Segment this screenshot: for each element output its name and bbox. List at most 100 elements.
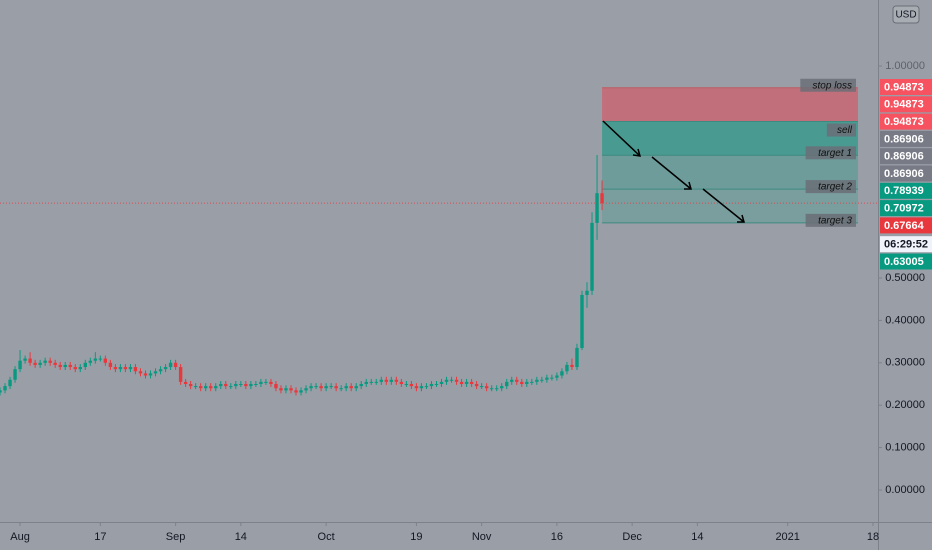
price-label: 0.67664: [884, 220, 925, 232]
candle-body: [234, 383, 238, 387]
price-label-box: [880, 79, 932, 95]
candle-body: [409, 383, 414, 387]
candle-body: [474, 383, 479, 387]
candle-body: [424, 386, 429, 388]
arrow: [702, 188, 745, 223]
candle-body: [384, 379, 389, 382]
candle-body: [439, 381, 444, 384]
candle-body: [540, 379, 544, 381]
currency-button[interactable]: [892, 5, 920, 24]
price-label: 0.78939: [884, 185, 924, 197]
arrow: [651, 156, 692, 190]
candle-body: [8, 379, 12, 387]
level-label: target 3: [818, 216, 852, 227]
x-tick-label: 2021: [775, 531, 799, 543]
candle-body: [595, 193, 599, 223]
candle-body: [334, 386, 338, 389]
level-label-box: [826, 123, 856, 137]
candle-body: [264, 381, 268, 383]
candle-body: [374, 381, 378, 383]
candle-body: [143, 373, 148, 376]
candle-body: [434, 383, 439, 385]
y-tick-label: 0.40000: [885, 314, 925, 326]
candle-body: [404, 383, 409, 385]
y-tick-label: 0.20000: [885, 399, 925, 411]
x-tick-label: 17: [94, 531, 106, 543]
candle-body: [349, 386, 353, 389]
price-label: 06:29:52: [884, 239, 928, 251]
candle-body: [459, 381, 464, 384]
candle-body: [254, 383, 258, 385]
candle-body: [28, 358, 32, 363]
candle-body: [479, 386, 484, 388]
candle-body: [369, 381, 373, 383]
currency[interactable]: USD: [895, 10, 916, 21]
candle-body: [354, 386, 358, 389]
price-label-box: [880, 182, 932, 199]
candle-body: [0, 390, 2, 393]
candle-body: [249, 383, 253, 387]
candle-body: [224, 383, 228, 387]
x-tick-label: 16: [551, 531, 563, 543]
candle-body: [113, 367, 118, 370]
candle-body: [188, 383, 193, 387]
candle-body: [173, 362, 178, 368]
x-tick-label: 14: [235, 531, 247, 543]
candle-body: [259, 381, 263, 384]
level-label-box: [800, 78, 856, 92]
candle-body: [580, 294, 584, 348]
candle-body: [183, 381, 188, 384]
candle-body: [454, 379, 459, 382]
candle-body: [570, 364, 574, 368]
price-label: 0.86906: [884, 151, 924, 163]
candle-body: [168, 362, 173, 368]
candle-body: [389, 379, 394, 382]
candle-body: [63, 364, 67, 368]
candle-body: [204, 386, 208, 389]
candle-body: [464, 381, 469, 384]
price-label-box: [880, 113, 932, 130]
candle-body: [294, 390, 298, 393]
price-label-box: [880, 200, 932, 217]
level-label: target 2: [818, 182, 852, 193]
candle-body: [500, 386, 504, 389]
price-label-box: [880, 130, 932, 147]
candle-body: [560, 371, 564, 376]
candle-body: [88, 360, 93, 363]
candle-body: [133, 367, 138, 372]
price-label-box: [880, 96, 932, 113]
price-label: 0.86906: [884, 168, 924, 180]
candle-body: [148, 373, 153, 376]
candle-body: [600, 193, 604, 204]
y-tick-label: 0.00000: [885, 484, 925, 496]
price-label: 0.63005: [884, 256, 924, 268]
candle-body: [469, 381, 474, 384]
candle-body: [274, 383, 278, 389]
y-tick-label: 0.10000: [885, 441, 925, 453]
candle-body: [103, 358, 108, 363]
candle-body: [118, 367, 123, 370]
candle-body: [364, 381, 368, 384]
candle-body: [339, 388, 343, 390]
candle-body: [284, 388, 288, 391]
candle-body: [419, 386, 424, 389]
x-tick-label: Dec: [622, 531, 642, 543]
price-label: 0.70972: [884, 203, 924, 215]
price-label-box: [880, 236, 932, 253]
candle-body: [73, 367, 77, 370]
price-label: 0.94873: [884, 116, 924, 128]
candle-body: [158, 369, 163, 372]
candle-body: [575, 347, 579, 368]
candle-body: [23, 358, 27, 361]
x-tick-label: Nov: [472, 531, 492, 543]
candle-body: [48, 360, 52, 363]
candle-body: [83, 362, 87, 368]
candle-body: [123, 367, 128, 370]
candle-body: [93, 358, 98, 361]
candle-body: [279, 388, 283, 391]
candle-body: [515, 379, 519, 382]
candle-body: [414, 386, 419, 389]
candle-body: [319, 386, 323, 389]
